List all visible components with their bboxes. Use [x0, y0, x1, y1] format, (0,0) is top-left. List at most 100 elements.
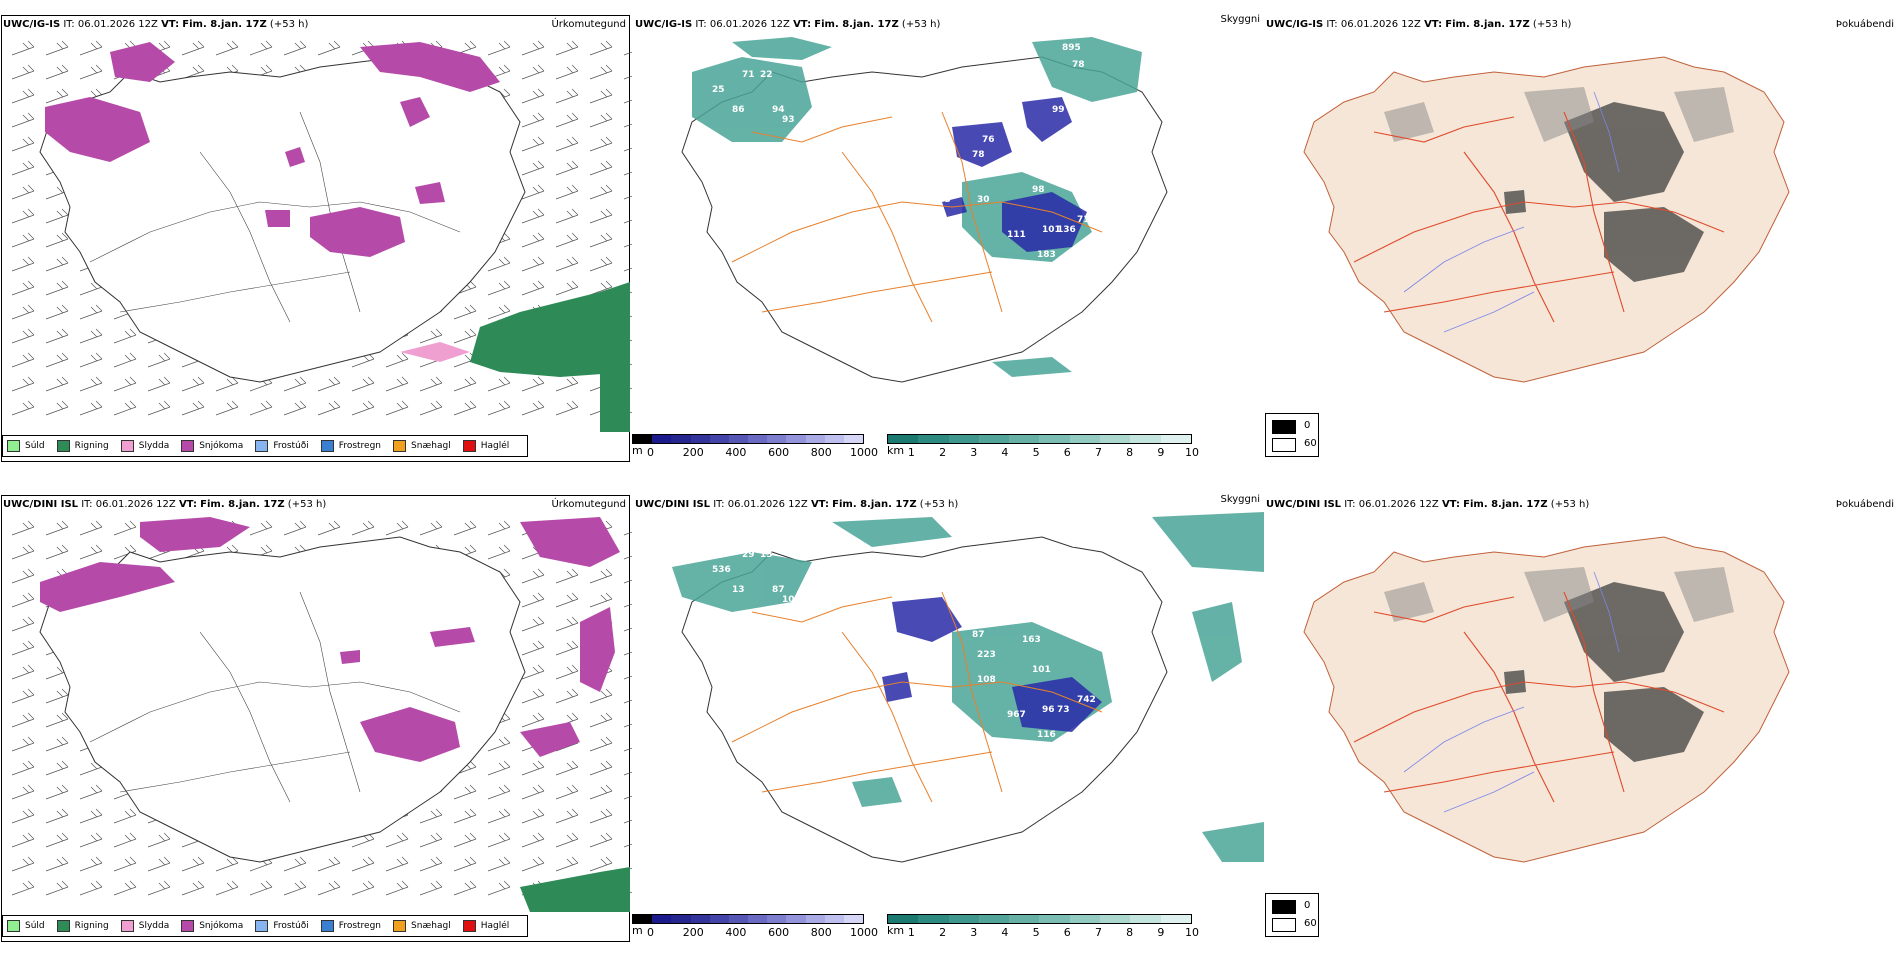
colorbar-bin	[843, 435, 864, 443]
wind-barb	[521, 232, 545, 248]
visibility-value: 99	[1052, 105, 1065, 115]
wind-barb	[623, 843, 632, 848]
wind-barb	[45, 712, 69, 728]
fog-map	[1303, 536, 1790, 863]
wind-barb	[351, 376, 375, 392]
colorbar-bin	[652, 915, 672, 923]
wind-barb	[113, 832, 137, 848]
panel-title: Þokuábendi	[1835, 19, 1894, 30]
wind-barb	[45, 328, 69, 344]
legend-item: Slydda	[120, 920, 170, 932]
legend-swatch	[255, 440, 269, 452]
wind-barb	[215, 400, 239, 416]
colorbar-tick-label: 800	[810, 446, 832, 459]
colorbar-tick-label: 9	[1157, 926, 1165, 939]
wind-barb	[385, 880, 409, 896]
colorbar-bin	[786, 435, 806, 443]
panel-header: UWC/IG-IS IT: 06.01.2026 12Z VT: Fim. 8.…	[3, 19, 309, 30]
legend-item: Snjókoma	[181, 440, 243, 452]
legend-label: Snæhagl	[411, 441, 451, 451]
wind-barb	[623, 531, 632, 536]
wind-barb	[11, 784, 35, 800]
wind-barb	[555, 808, 579, 824]
fog-legend-swatch	[1272, 918, 1296, 932]
legend-item: Haglél	[462, 920, 509, 932]
wind-barb	[181, 40, 205, 56]
rivers	[1403, 571, 1620, 813]
wind-barb	[555, 256, 579, 272]
colorbar-bin	[918, 435, 949, 443]
colorbar-tick-label: 400	[725, 446, 747, 459]
visibility-value: 93	[932, 675, 945, 685]
wind-barb	[385, 832, 409, 848]
legend-label: Súld	[25, 441, 45, 451]
roads	[89, 591, 461, 803]
fog-dark-areas	[1504, 102, 1704, 282]
colorbar-bin	[1009, 435, 1040, 443]
legend-swatch	[120, 440, 134, 452]
wind-barb	[487, 520, 511, 536]
wind-barb	[555, 832, 579, 848]
wind-barb	[385, 856, 409, 872]
wind-barb	[487, 280, 511, 296]
visibility-value: 30	[977, 195, 990, 205]
precip-type-panel: UWC/IG-IS IT: 06.01.2026 12Z VT: Fim. 8.…	[0, 14, 632, 484]
colorbar-bin	[709, 435, 729, 443]
panel-title: Skyggni	[1220, 14, 1260, 25]
wind-barb	[79, 64, 103, 80]
cloud-base-colorbar: 0 200 400 600 800 1000 m	[632, 914, 878, 944]
colorbar-tick-label: 1	[907, 446, 915, 459]
legend-swatch	[255, 920, 269, 932]
colorbar-tick-label: 5	[1032, 926, 1040, 939]
wind-barb	[623, 171, 632, 176]
wind-barb	[521, 856, 545, 872]
wind-barb	[555, 64, 579, 80]
fog-dark-areas	[1504, 582, 1704, 762]
wind-barb	[453, 376, 477, 392]
colorbar-unit: m	[632, 924, 643, 937]
wind-barb	[555, 136, 579, 152]
wind-barb	[11, 376, 35, 392]
wind-barb	[385, 400, 409, 416]
colorbar-bin	[805, 435, 825, 443]
wind-barb	[521, 280, 545, 296]
wind-barb	[521, 592, 545, 608]
visibility-value: 140	[982, 615, 1001, 625]
visibility-value: 71	[1077, 215, 1090, 225]
colorbar-bin	[728, 915, 749, 923]
wind-barb	[11, 160, 35, 176]
precip-type-legend: Súld Rigning Slydda Snjókoma Frostúði Frostre…	[2, 915, 529, 937]
wind-barb	[249, 520, 273, 536]
fog-index-legend: 0 60	[1265, 413, 1319, 457]
wind-barb	[181, 880, 205, 896]
legend-item: Frostregn	[320, 920, 381, 932]
colorbar-bin	[633, 435, 653, 443]
visibility-value: 78	[972, 150, 985, 160]
colorbar-tick-label: 3	[970, 926, 978, 939]
wind-barb	[419, 400, 443, 416]
wind-barb	[589, 112, 613, 128]
wind-barb	[521, 376, 545, 392]
wind-barb	[11, 664, 35, 680]
legend-item: Snæhagl	[393, 440, 451, 452]
wind-barb	[317, 376, 341, 392]
wind-barb	[453, 784, 477, 800]
visibility-value: 93	[782, 115, 795, 125]
wind-barb	[249, 40, 273, 56]
wind-barb	[45, 40, 69, 56]
legend-label: Snæhagl	[411, 921, 451, 931]
legend-label: Slydda	[138, 921, 170, 931]
colorbar-tick-label: 7	[1094, 446, 1102, 459]
wind-barb	[419, 832, 443, 848]
wind-barb	[555, 160, 579, 176]
fog-legend-label: 0	[1304, 900, 1311, 911]
roads	[1353, 111, 1725, 323]
iceland-outline	[39, 536, 526, 863]
wind-barb	[11, 832, 35, 848]
wind-barb	[487, 784, 511, 800]
visibility-value: 103	[782, 595, 801, 605]
wind-barb	[623, 627, 632, 632]
wind-barb	[45, 856, 69, 872]
wind-barb	[11, 88, 35, 104]
